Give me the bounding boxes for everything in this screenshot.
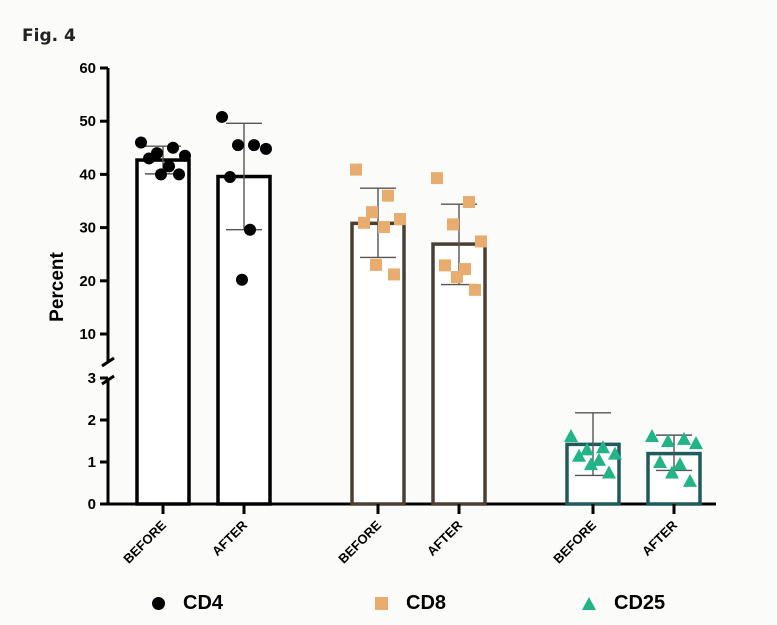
data-point-cd4-after bbox=[260, 142, 272, 155]
data-point-cd8-before bbox=[378, 221, 390, 234]
data-point-cd25-after bbox=[673, 457, 687, 471]
triangle-marker-icon bbox=[582, 597, 596, 610]
data-point-cd4-before bbox=[179, 149, 191, 162]
data-point-cd8-before bbox=[358, 216, 370, 229]
axis-break-mark bbox=[101, 374, 115, 386]
bar-cd4-before bbox=[135, 158, 191, 506]
data-point-cd8-before bbox=[366, 206, 378, 219]
data-point-cd8-before bbox=[370, 258, 382, 271]
data-point-cd25-before bbox=[564, 428, 578, 442]
y-tick-label: 60 bbox=[79, 60, 96, 77]
data-point-cd4-before bbox=[135, 136, 147, 149]
y-tick-label: 10 bbox=[79, 326, 96, 343]
data-point-cd8-after bbox=[447, 218, 459, 231]
y-tick-label: 20 bbox=[79, 273, 96, 290]
data-point-cd8-before bbox=[388, 268, 400, 281]
y-tick-label: 30 bbox=[79, 220, 96, 237]
data-point-cd25-after bbox=[665, 465, 679, 479]
x-tick-label-cd8-before: BEFORE bbox=[335, 517, 384, 566]
legend-label-cd25: CD25 bbox=[614, 592, 666, 614]
square-marker-icon bbox=[375, 597, 388, 610]
y-tick-label: 40 bbox=[79, 166, 96, 183]
data-point-cd4-before bbox=[143, 152, 155, 165]
data-point-cd8-after bbox=[463, 196, 475, 209]
data-point-cd25-before bbox=[608, 446, 622, 460]
data-point-cd4-before bbox=[163, 160, 175, 173]
legend-item-cd25: CD25 bbox=[582, 592, 665, 615]
data-point-cd8-after bbox=[439, 259, 451, 272]
data-point-cd8-after bbox=[469, 283, 481, 296]
data-point-cd4-before bbox=[167, 141, 179, 154]
legend-item-cd4: CD4 bbox=[152, 592, 223, 615]
data-point-cd8-after bbox=[475, 235, 487, 248]
y-tick-label: 0 bbox=[88, 496, 96, 513]
data-point-cd25-after bbox=[677, 431, 691, 445]
legend-label-cd4: CD4 bbox=[183, 592, 224, 614]
legend-item-cd8: CD8 bbox=[375, 592, 446, 615]
y-tick-label: 2 bbox=[88, 412, 96, 429]
data-point-cd25-before bbox=[584, 457, 598, 471]
data-point-cd4-after bbox=[236, 273, 248, 286]
data-point-cd25-after bbox=[645, 428, 659, 442]
data-points bbox=[135, 110, 703, 487]
x-tick-label-cd4-after: AFTER bbox=[209, 517, 251, 559]
data-point-cd25-after bbox=[661, 434, 675, 447]
data-point-cd25-after bbox=[689, 436, 703, 450]
x-tick-label-cd4-before: BEFORE bbox=[120, 517, 169, 566]
data-point-cd25-before bbox=[602, 465, 616, 479]
data-point-cd25-after bbox=[683, 473, 697, 487]
data-point-cd4-after bbox=[224, 171, 236, 184]
x-tick-label-cd25-before: BEFORE bbox=[550, 517, 599, 566]
data-point-cd4-after bbox=[248, 139, 260, 152]
x-tick-label-cd8-after: AFTER bbox=[424, 517, 466, 559]
data-point-cd25-before bbox=[596, 440, 610, 454]
data-point-cd4-after bbox=[216, 110, 228, 123]
y-tick-label: 3 bbox=[88, 370, 96, 387]
data-point-cd4-after bbox=[244, 223, 256, 236]
circle-marker-icon bbox=[152, 597, 165, 610]
data-point-cd8-before bbox=[350, 163, 362, 176]
data-point-cd25-before bbox=[592, 452, 606, 466]
data-point-cd8-after bbox=[451, 271, 463, 284]
y-tick-label: 1 bbox=[88, 454, 96, 471]
y-axis-label: Percent bbox=[47, 251, 68, 321]
axis-break-mark bbox=[101, 356, 115, 368]
data-point-cd25-before bbox=[572, 448, 586, 462]
x-axis-labels: BEFORE AFTER BEFORE AFTER BEFORE AFTER bbox=[120, 504, 681, 566]
data-point-cd8-before bbox=[394, 213, 406, 226]
data-point-cd4-before bbox=[173, 168, 185, 181]
legend-label-cd8: CD8 bbox=[406, 592, 447, 614]
data-point-cd4-before bbox=[155, 168, 167, 181]
x-tick-label-cd25-after: AFTER bbox=[639, 517, 681, 559]
y-tick-label: 50 bbox=[79, 113, 96, 130]
figure-label: Fig. 4 bbox=[22, 26, 76, 46]
data-point-cd8-after bbox=[431, 172, 443, 185]
data-point-cd25-before bbox=[580, 442, 594, 456]
data-point-cd4-after bbox=[232, 139, 244, 152]
data-point-cd8-before bbox=[382, 189, 394, 202]
data-point-cd25-after bbox=[653, 455, 667, 468]
